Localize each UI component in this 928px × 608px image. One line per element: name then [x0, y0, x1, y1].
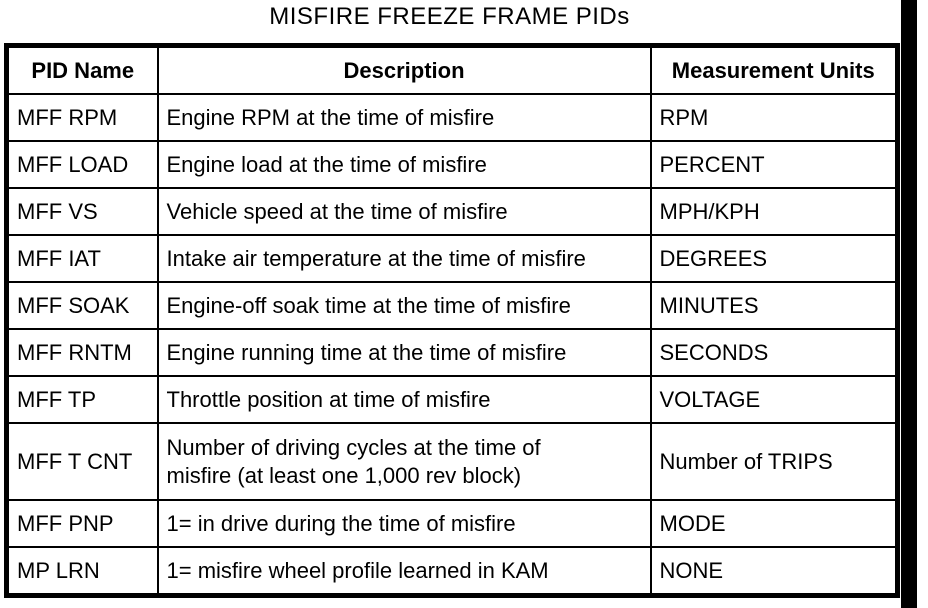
- table-row: MFF SOAK Engine-off soak time at the tim…: [5, 281, 899, 330]
- misfire-freeze-frame-pids-table: PID Name Description Measurement Units M…: [4, 43, 900, 598]
- pid-name-cell: MFF IAT: [5, 234, 159, 283]
- units-cell: MINUTES: [649, 281, 899, 330]
- table-row: MFF LOAD Engine load at the time of misf…: [5, 140, 899, 189]
- table-row: MFF RNTM Engine running time at the time…: [5, 328, 899, 377]
- table-row: MFF RPM Engine RPM at the time of misfir…: [5, 93, 899, 142]
- pid-name-cell: MFF PNP: [5, 499, 159, 548]
- pid-name-cell: MFF VS: [5, 187, 159, 236]
- pid-name-cell: MFF RNTM: [5, 328, 159, 377]
- description-cell: Intake air temperature at the time of mi…: [156, 234, 652, 283]
- description-cell: Engine-off soak time at the time of misf…: [156, 281, 652, 330]
- table-row: MFF PNP 1= in drive during the time of m…: [5, 499, 899, 548]
- column-header-description: Description: [156, 44, 652, 95]
- pid-name-cell: MFF T CNT: [5, 422, 159, 501]
- pid-name-cell: MFF RPM: [5, 93, 159, 142]
- description-cell: 1= misfire wheel profile learned in KAM: [156, 546, 652, 597]
- units-cell: MODE: [649, 499, 899, 548]
- table-row: MFF VS Vehicle speed at the time of misf…: [5, 187, 899, 236]
- description-cell: Vehicle speed at the time of misfire: [156, 187, 652, 236]
- table-header-row: PID Name Description Measurement Units: [5, 44, 899, 95]
- pid-name-cell: MFF LOAD: [5, 140, 159, 189]
- description-cell: Engine running time at the time of misfi…: [156, 328, 652, 377]
- description-cell: Engine RPM at the time of misfire: [156, 93, 652, 142]
- description-cell: 1= in drive during the time of misfire: [156, 499, 652, 548]
- pid-name-cell: MFF SOAK: [5, 281, 159, 330]
- column-header-measurement-units: Measurement Units: [649, 44, 899, 95]
- description-cell: Throttle position at time of misfire: [156, 375, 652, 424]
- units-cell: SECONDS: [649, 328, 899, 377]
- table-row: MFF T CNT Number of driving cycles at th…: [5, 422, 899, 501]
- page-title: MISFIRE FREEZE FRAME PIDs: [269, 3, 630, 30]
- units-cell: VOLTAGE: [649, 375, 899, 424]
- table-row: MFF TP Throttle position at time of misf…: [5, 375, 899, 424]
- pid-name-cell: MP LRN: [5, 546, 159, 597]
- table-row: MP LRN 1= misfire wheel profile learned …: [5, 546, 899, 597]
- description-cell: Number of driving cycles at the time of …: [156, 422, 652, 501]
- units-cell: DEGREES: [649, 234, 899, 283]
- table-row: MFF IAT Intake air temperature at the ti…: [5, 234, 899, 283]
- pid-name-cell: MFF TP: [5, 375, 159, 424]
- units-cell: Number of TRIPS: [649, 422, 899, 501]
- units-cell: PERCENT: [649, 140, 899, 189]
- scan-artifact-bar: [901, 0, 917, 608]
- column-header-pid-name: PID Name: [5, 44, 159, 95]
- units-cell: NONE: [649, 546, 899, 597]
- units-cell: RPM: [649, 93, 899, 142]
- description-cell: Engine load at the time of misfire: [156, 140, 652, 189]
- units-cell: MPH/KPH: [649, 187, 899, 236]
